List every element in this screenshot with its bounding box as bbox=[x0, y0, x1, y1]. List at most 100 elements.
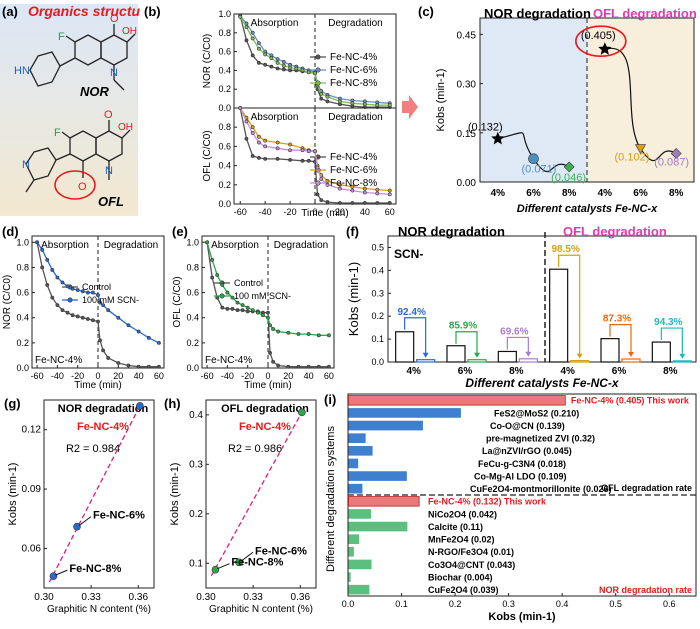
f-reduction-arrowhead bbox=[576, 353, 583, 359]
b_bottom-data-point bbox=[275, 140, 280, 145]
f-plot-frame bbox=[387, 235, 697, 363]
b_bottom-data-point bbox=[238, 106, 243, 110]
f-scn-bar bbox=[416, 359, 436, 363]
h-data-point bbox=[298, 408, 306, 417]
b_bottom-x-axis-label: Time (min) bbox=[301, 208, 348, 218]
b_bottom-data-point bbox=[315, 165, 320, 170]
b_top-zone-degradation: Degradation bbox=[328, 18, 382, 29]
d-data-point bbox=[146, 364, 151, 369]
d-data-point bbox=[85, 317, 90, 321]
b_bottom-y-tick-label: 0.4 bbox=[218, 161, 231, 171]
b_top-data-point bbox=[338, 99, 342, 104]
d-y-tick-label: 0.6 bbox=[16, 288, 29, 298]
e-data-point bbox=[225, 290, 230, 295]
i-bar bbox=[348, 471, 407, 481]
e-data-point bbox=[268, 351, 272, 355]
b_bottom-data-point bbox=[300, 148, 305, 153]
d-data-point bbox=[96, 293, 100, 297]
e-legend-marker bbox=[219, 293, 225, 299]
e-annotation: Fe-NC-4% bbox=[205, 355, 252, 366]
g-point-label: Fe-NC-8% bbox=[69, 563, 121, 575]
g-data-point bbox=[136, 402, 144, 410]
b_bottom-data-point bbox=[300, 158, 305, 163]
b_top-y-tick-label: 0.4 bbox=[218, 65, 231, 75]
f-control-bar bbox=[395, 331, 415, 363]
g-fit-line bbox=[48, 405, 141, 583]
h-y-tick-label: 0.2 bbox=[189, 509, 203, 520]
h-fit-line bbox=[210, 412, 303, 577]
b_bottom-legend-label: Fe-NC-4% bbox=[330, 152, 377, 163]
h-x-tick-label: 0.30 bbox=[196, 592, 216, 603]
b_bottom-data-point bbox=[350, 188, 355, 193]
i-rate-label-ofl: OFL degradation rate bbox=[601, 483, 692, 493]
e-data-point bbox=[240, 308, 245, 313]
e-data-point bbox=[327, 333, 331, 338]
h-plot-frame bbox=[205, 399, 317, 589]
nor-molecule-name: NOR bbox=[80, 84, 110, 99]
e-data-point bbox=[276, 329, 281, 334]
b_top-data-point bbox=[269, 64, 274, 69]
b_bottom-y-tick-label: 0.0 bbox=[218, 199, 231, 209]
b_top-legend-label: Fe-NC-6% bbox=[330, 65, 377, 76]
g-r-squared: R2 = 0.984 bbox=[66, 443, 120, 455]
c-y-tick-label: 0.00 bbox=[457, 178, 477, 189]
f-control-bar bbox=[497, 350, 517, 363]
f-y-tick-label: 0.0 bbox=[371, 357, 384, 367]
i-x-tick-label: 0.5 bbox=[609, 599, 622, 609]
b_top-data-point bbox=[306, 70, 311, 75]
b_bottom-data-point bbox=[275, 146, 280, 151]
b_bottom-data-point bbox=[325, 182, 330, 187]
i-x-tick-label: 0.1 bbox=[395, 599, 408, 609]
i-bar-label: FeCu-g-C3N4 (0.018) bbox=[478, 459, 566, 469]
d-x-tick-label: -40 bbox=[51, 371, 64, 381]
panel-f-label: (f) bbox=[346, 224, 359, 239]
d-y-tick-label: 0.8 bbox=[16, 262, 29, 272]
h-data-point bbox=[235, 558, 243, 567]
nor-molecule bbox=[29, 24, 136, 91]
b_top-data-point bbox=[269, 56, 274, 61]
e-x-axis-label: Time (min) bbox=[244, 380, 291, 390]
e-x-tick-label: -20 bbox=[241, 371, 254, 381]
e-data-point bbox=[235, 300, 240, 305]
c-y-tick-label: 0.30 bbox=[457, 80, 477, 91]
c-point-label: (0.405) bbox=[581, 30, 616, 42]
d-y-tick-label: 0.0 bbox=[16, 363, 29, 373]
c-title-nor: NOR degradation bbox=[484, 6, 591, 21]
d-y-tick-label: 0.2 bbox=[16, 338, 29, 348]
d-data-point bbox=[126, 363, 131, 368]
structure-title: Organics structure bbox=[28, 3, 140, 19]
f-x-axis-label: Different catalysts Fe-NC-x bbox=[465, 376, 619, 390]
f-scn-bar bbox=[621, 358, 641, 363]
d-data-point bbox=[146, 335, 151, 340]
b_bottom-x-tick-label: 0 bbox=[312, 207, 317, 217]
panel-d-label: (d) bbox=[2, 224, 19, 239]
b_bottom-data-point bbox=[257, 134, 261, 139]
b_top-data-point bbox=[238, 14, 243, 19]
g-title: NOR degradation bbox=[58, 403, 149, 415]
b_bottom-data-point bbox=[288, 148, 292, 153]
b_bottom-x-tick-label: 40 bbox=[360, 207, 370, 217]
b_bottom-data-point bbox=[362, 186, 367, 191]
f-control-bar bbox=[600, 338, 620, 363]
h-point-leader bbox=[217, 563, 230, 570]
d-data-point bbox=[45, 257, 50, 262]
h-r-squared: R2 = 0.986 bbox=[228, 443, 282, 455]
b_top-legend-label: Fe-NC-4% bbox=[330, 52, 377, 63]
i-bar-label: CuFe2O4-montmorillonite (0.026) bbox=[470, 484, 612, 494]
b_bottom-data-point bbox=[257, 156, 261, 160]
i-bar-label: Fe-NC-4% (0.132) This work bbox=[428, 497, 547, 507]
c-point-label: (0.046) bbox=[551, 172, 586, 184]
e-data-point bbox=[235, 308, 240, 313]
d-y-tick-label: 0.4 bbox=[16, 313, 29, 323]
i-bar-label: MnFe2O4 (0.02) bbox=[428, 535, 495, 545]
i-bar-label: NiCo2O4 (0.042) bbox=[428, 509, 497, 519]
d-y-tick-label: 1.0 bbox=[16, 237, 29, 247]
d-data-point bbox=[70, 286, 75, 291]
b_top-data-point bbox=[244, 38, 249, 43]
i-bar-label: CuFe2O4 (0.039) bbox=[428, 585, 499, 595]
i-bar-label: FeS2@MoS2 (0.210) bbox=[494, 408, 579, 418]
nor-ketone-oxygen: O bbox=[110, 13, 119, 25]
b_bottom-data-point bbox=[350, 184, 355, 189]
i-y-axis-label: Different degradation systems bbox=[325, 426, 337, 572]
